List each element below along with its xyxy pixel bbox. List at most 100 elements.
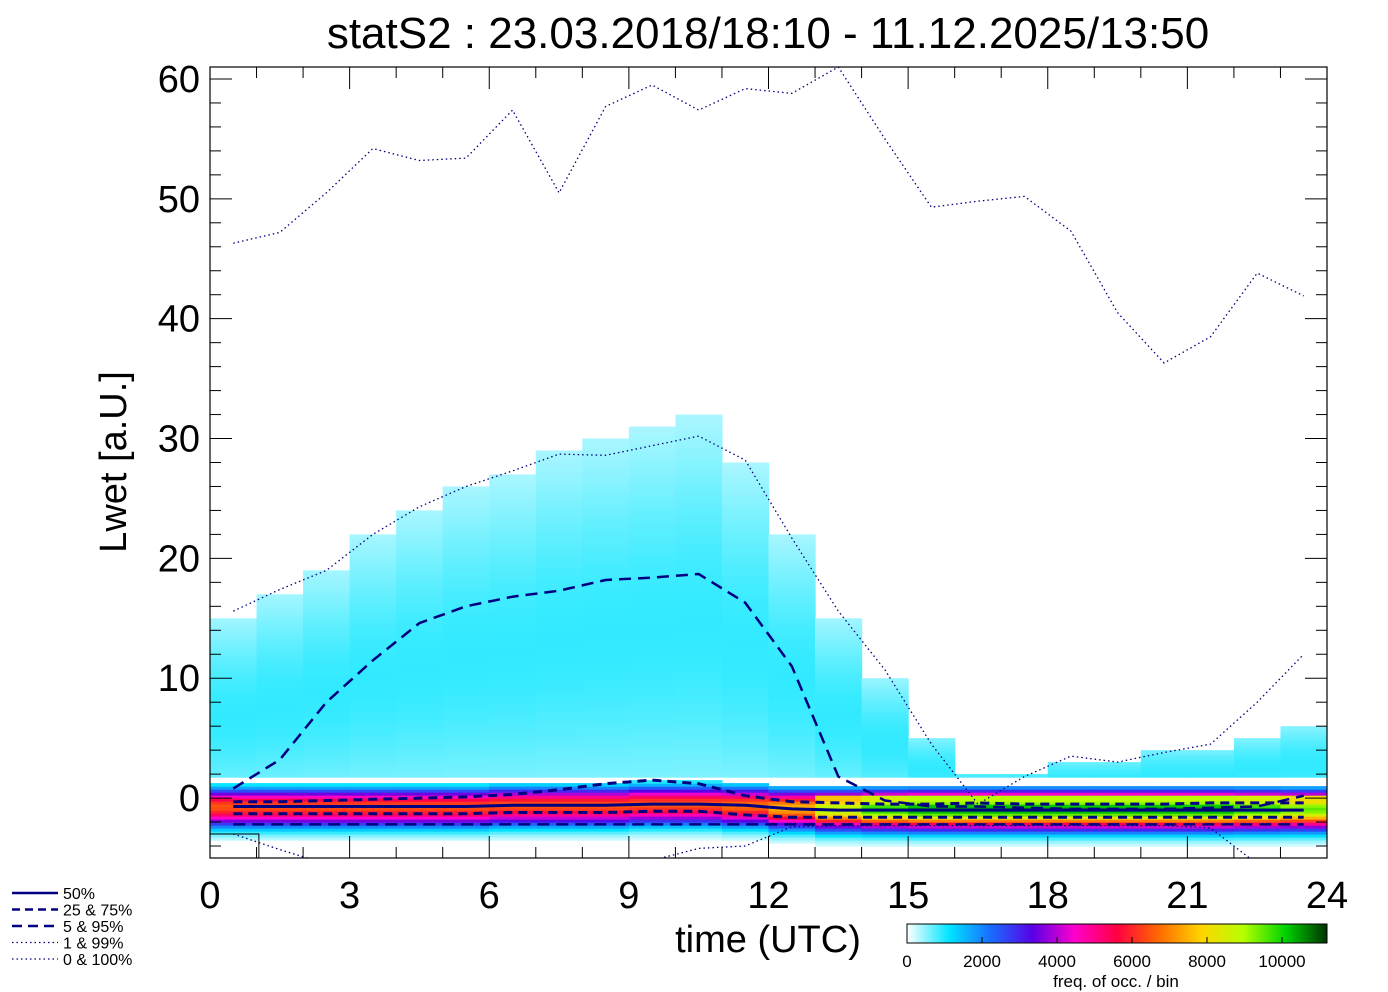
heat-cell xyxy=(675,534,723,539)
heat-cell xyxy=(442,582,490,586)
heat-cell xyxy=(582,531,630,536)
heat-cell xyxy=(675,807,723,811)
heat-cell xyxy=(628,519,677,524)
heat-cell xyxy=(1280,738,1327,742)
heat-cell xyxy=(349,792,397,796)
heat-cell xyxy=(1233,840,1282,844)
heat-cell xyxy=(721,711,770,715)
heat-cell xyxy=(210,666,258,670)
heat-cell xyxy=(721,765,770,769)
heat-cell xyxy=(256,831,304,835)
heat-cell xyxy=(442,525,490,530)
heat-cell xyxy=(489,660,537,664)
heat-cell xyxy=(489,573,537,577)
heat-cell xyxy=(535,450,583,455)
heat-cell xyxy=(489,588,537,592)
heat-cell xyxy=(1047,816,1095,820)
heat-cell xyxy=(815,804,863,808)
heat-cell xyxy=(582,537,630,542)
heat-cell xyxy=(489,789,537,793)
heat-cell xyxy=(349,591,397,595)
heat-cell xyxy=(721,798,770,802)
heat-cell xyxy=(210,816,258,820)
heat-cell xyxy=(349,768,397,772)
heat-cell xyxy=(256,645,304,649)
heat-cell xyxy=(396,837,444,841)
heat-cell xyxy=(256,834,304,838)
heat-cell xyxy=(1047,810,1095,814)
heat-cell xyxy=(535,693,583,697)
x-tick-label: 0 xyxy=(199,875,220,917)
heat-cell xyxy=(628,558,677,562)
heat-cell xyxy=(349,549,397,553)
heat-cell xyxy=(489,600,537,604)
heat-cell xyxy=(256,705,304,709)
heat-cell xyxy=(582,573,630,577)
heat-cell xyxy=(582,540,630,544)
heat-cell xyxy=(1233,750,1282,754)
heat-cell xyxy=(815,651,863,655)
heat-cell xyxy=(675,519,723,524)
heat-cell xyxy=(721,477,770,482)
heat-cell xyxy=(349,684,397,688)
heat-cell xyxy=(721,606,770,610)
heat-cell xyxy=(582,798,630,802)
heat-cell xyxy=(442,600,490,604)
heat-cell xyxy=(535,555,583,559)
heat-cell xyxy=(489,828,537,832)
heat-cell xyxy=(489,792,537,796)
heat-cell xyxy=(675,663,723,667)
heat-cell xyxy=(582,606,630,610)
heat-cell xyxy=(442,603,490,607)
heat-cell xyxy=(1140,828,1188,832)
heat-cell xyxy=(675,489,723,494)
heat-cell xyxy=(721,585,770,589)
heat-cell xyxy=(349,558,397,562)
heat-cell xyxy=(303,705,351,709)
heat-cell xyxy=(675,834,723,838)
heat-cell xyxy=(815,687,863,691)
heat-cell xyxy=(210,762,258,766)
heat-cell xyxy=(675,465,723,470)
heat-cell xyxy=(256,639,304,643)
heat-cell xyxy=(535,750,583,754)
heat-cell xyxy=(721,507,770,512)
heat-cell xyxy=(721,693,770,697)
heat-cell xyxy=(303,663,351,667)
heat-cell xyxy=(210,795,258,799)
heat-cell xyxy=(210,642,258,646)
heat-cell xyxy=(256,744,304,748)
heat-cell xyxy=(489,786,537,790)
heat-cell xyxy=(489,744,537,748)
heat-cell xyxy=(1187,828,1235,832)
heat-cell xyxy=(628,654,677,658)
heat-cell xyxy=(815,669,863,673)
heat-cell xyxy=(675,765,723,769)
heat-cell xyxy=(256,657,304,661)
heat-cell xyxy=(442,594,490,598)
heat-cell xyxy=(303,576,351,580)
heat-cell xyxy=(908,789,956,793)
heat-cell xyxy=(768,579,816,583)
heat-cell xyxy=(628,759,677,763)
heat-cell xyxy=(489,627,537,631)
heat-cell xyxy=(349,690,397,694)
heat-cell xyxy=(908,828,956,832)
heat-cell xyxy=(303,732,351,736)
heat-cell xyxy=(721,552,770,556)
heat-cell xyxy=(210,621,258,625)
heat-cell xyxy=(815,837,863,841)
heat-cell xyxy=(349,642,397,646)
heat-cell xyxy=(861,729,909,733)
heat-cell xyxy=(628,708,677,712)
heat-cell xyxy=(628,561,677,565)
heat-cell xyxy=(1233,813,1282,817)
heat-cell xyxy=(303,579,351,583)
heat-cell xyxy=(628,633,677,637)
heat-cell xyxy=(349,600,397,604)
heat-cell xyxy=(442,711,490,715)
heat-cell xyxy=(628,525,677,530)
heat-cell xyxy=(1140,843,1188,847)
heat-cell xyxy=(396,525,444,530)
heat-cell xyxy=(535,795,583,799)
